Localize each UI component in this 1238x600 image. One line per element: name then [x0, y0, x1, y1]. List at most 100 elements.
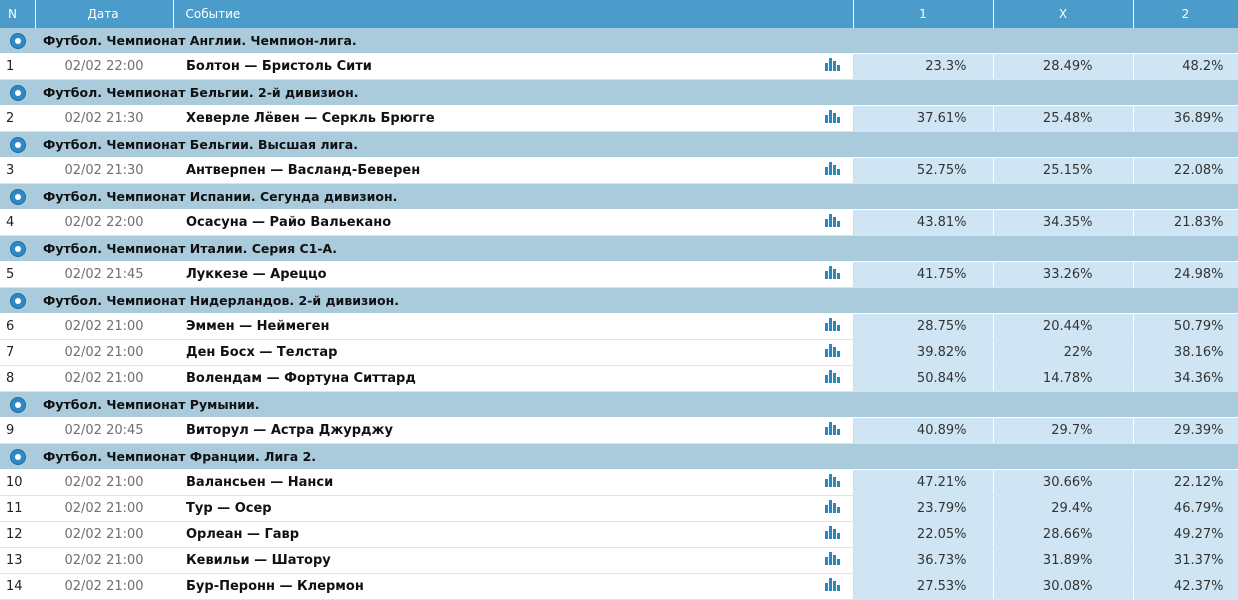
stats-button[interactable] [813, 547, 854, 574]
match-date: 02/02 20:45 [35, 417, 173, 444]
match-row[interactable]: 14 02/02 21:00 Бур-Перонн — Клермон 27.53% 3… [0, 573, 1238, 600]
prob-draw: 22% [993, 339, 1134, 366]
match-number: 14 [0, 573, 35, 600]
match-event-link[interactable]: Бур-Перонн — Клермон [173, 573, 813, 600]
match-row[interactable]: 5 02/02 21:45 Луккезе — Ареццо 41.75% 33.26%… [0, 261, 1238, 288]
match-number: 4 [0, 209, 35, 236]
stats-button[interactable] [813, 469, 854, 496]
match-event-link[interactable]: Тур — Осер [173, 495, 813, 522]
match-date: 02/02 21:00 [35, 547, 173, 574]
match-row[interactable]: 6 02/02 21:00 Эммен — Неймеген 28.75% 20.44%… [0, 313, 1238, 340]
match-event-link[interactable]: Луккезе — Ареццо [173, 261, 813, 288]
prob-away: 22.08% [1133, 157, 1238, 184]
prob-away: 34.36% [1133, 365, 1238, 392]
prob-away: 21.83% [1133, 209, 1238, 236]
match-date: 02/02 21:00 [35, 521, 173, 548]
match-row[interactable]: 4 02/02 22:00 Осасуна — Райо Вальекано 43.8… [0, 209, 1238, 236]
match-event-link[interactable]: Эммен — Неймеген [173, 313, 813, 340]
stats-button[interactable] [813, 495, 854, 522]
stats-button[interactable] [813, 417, 854, 444]
match-number: 13 [0, 547, 35, 574]
stats-button[interactable] [813, 365, 854, 392]
match-date: 02/02 21:00 [35, 313, 173, 340]
league-title[interactable]: Футбол. Чемпионат Испании. Сегунда дивиз… [35, 183, 1238, 210]
league-title[interactable]: Футбол. Чемпионат Бельгии. 2-й дивизион. [35, 79, 1238, 106]
match-row[interactable]: 3 02/02 21:30 Антверпен — Васланд-Беверен 5… [0, 157, 1238, 184]
match-event-link[interactable]: Антверпен — Васланд-Беверен [173, 157, 813, 184]
match-number: 6 [0, 313, 35, 340]
league-title[interactable]: Футбол. Чемпионат Румынии. [35, 391, 1238, 418]
stats-button[interactable] [813, 521, 854, 548]
match-date: 02/02 22:00 [35, 209, 173, 236]
match-date: 02/02 21:45 [35, 261, 173, 288]
league-row: Футбол. Чемпионат Испании. Сегунда дивиз… [0, 183, 1238, 210]
match-row[interactable]: 2 02/02 21:30 Хеверле Лёвен — Серкль Брюгг… [0, 105, 1238, 132]
prob-draw: 30.66% [993, 469, 1134, 496]
prob-home: 28.75% [853, 313, 994, 340]
bar-chart-icon [825, 474, 841, 487]
header-p2[interactable]: 2 [1133, 0, 1238, 28]
prob-home: 47.21% [853, 469, 994, 496]
match-event-link[interactable]: Орлеан — Гавр [173, 521, 813, 548]
stats-button[interactable] [813, 105, 854, 132]
prob-draw: 25.15% [993, 157, 1134, 184]
league-title[interactable]: Футбол. Чемпионат Франции. Лига 2. [35, 443, 1238, 470]
league-icon-cell [0, 28, 35, 54]
match-event-link[interactable]: Болтон — Бристоль Сити [173, 53, 813, 80]
match-row[interactable]: 8 02/02 21:00 Волендам — Фортуна Ситтард 50… [0, 365, 1238, 392]
match-event-link[interactable]: Волендам — Фортуна Ситтард [173, 365, 813, 392]
prob-away: 42.37% [1133, 573, 1238, 600]
match-row[interactable]: 10 02/02 21:00 Валансьен — Нанси 47.21% 30.6… [0, 469, 1238, 496]
league-row: Футбол. Чемпионат Бельгии. Высшая лига. [0, 131, 1238, 158]
stats-button[interactable] [813, 573, 854, 600]
stats-button[interactable] [813, 157, 854, 184]
header-px[interactable]: X [993, 0, 1134, 28]
league-title[interactable]: Футбол. Чемпионат Нидерландов. 2-й дивиз… [35, 287, 1238, 314]
bar-chart-icon [825, 344, 841, 357]
league-icon-cell [0, 391, 35, 418]
header-n[interactable]: N [0, 0, 36, 28]
prob-home: 23.3% [853, 53, 994, 80]
match-event-link[interactable]: Виторул — Астра Джурджу [173, 417, 813, 444]
bar-chart-icon [825, 370, 841, 383]
prob-home: 50.84% [853, 365, 994, 392]
header-p1[interactable]: 1 [853, 0, 994, 28]
match-row[interactable]: 13 02/02 21:00 Кевильи — Шатору 36.73% 31.89… [0, 547, 1238, 574]
prob-home: 36.73% [853, 547, 994, 574]
match-event-link[interactable]: Осасуна — Райо Вальекано [173, 209, 813, 236]
match-event-link[interactable]: Ден Босх — Телстар [173, 339, 813, 366]
league-title[interactable]: Футбол. Чемпионат Италии. Серия С1-А. [35, 235, 1238, 262]
header-date[interactable]: Дата [35, 0, 174, 28]
match-number: 8 [0, 365, 35, 392]
match-event-link[interactable]: Валансьен — Нанси [173, 469, 813, 496]
league-title[interactable]: Футбол. Чемпионат Бельгии. Высшая лига. [35, 131, 1238, 158]
soccer-ball-icon [9, 32, 26, 49]
soccer-ball-icon [9, 188, 26, 205]
prob-away: 29.39% [1133, 417, 1238, 444]
match-number: 7 [0, 339, 35, 366]
bar-chart-icon [825, 526, 841, 539]
match-date: 02/02 21:00 [35, 573, 173, 600]
match-row[interactable]: 7 02/02 21:00 Ден Босх — Телстар 39.82% 22% 3… [0, 339, 1238, 366]
league-title[interactable]: Футбол. Чемпионат Англии. Чемпион-лига. [35, 28, 1238, 54]
match-row[interactable]: 1 02/02 22:00 Болтон — Бристоль Сити 23.3% 2… [0, 53, 1238, 80]
prob-draw: 30.08% [993, 573, 1134, 600]
stats-button[interactable] [813, 261, 854, 288]
match-event-link[interactable]: Хеверле Лёвен — Серкль Брюгге [173, 105, 813, 132]
league-icon-cell [0, 287, 35, 314]
league-icon-cell [0, 131, 35, 158]
league-icon-cell [0, 79, 35, 106]
stats-button[interactable] [813, 339, 854, 366]
match-date: 02/02 21:30 [35, 105, 173, 132]
prob-home: 41.75% [853, 261, 994, 288]
bar-chart-icon [825, 578, 841, 591]
soccer-ball-icon [9, 396, 26, 413]
stats-button[interactable] [813, 313, 854, 340]
match-row[interactable]: 9 02/02 20:45 Виторул — Астра Джурджу 40.89… [0, 417, 1238, 444]
stats-button[interactable] [813, 209, 854, 236]
match-event-link[interactable]: Кевильи — Шатору [173, 547, 813, 574]
match-row[interactable]: 12 02/02 21:00 Орлеан — Гавр 22.05% 28.66% 49… [0, 521, 1238, 548]
stats-button[interactable] [813, 53, 854, 80]
match-row[interactable]: 11 02/02 21:00 Тур — Осер 23.79% 29.4% 46.79% [0, 495, 1238, 522]
header-event[interactable]: Событие [173, 0, 854, 28]
